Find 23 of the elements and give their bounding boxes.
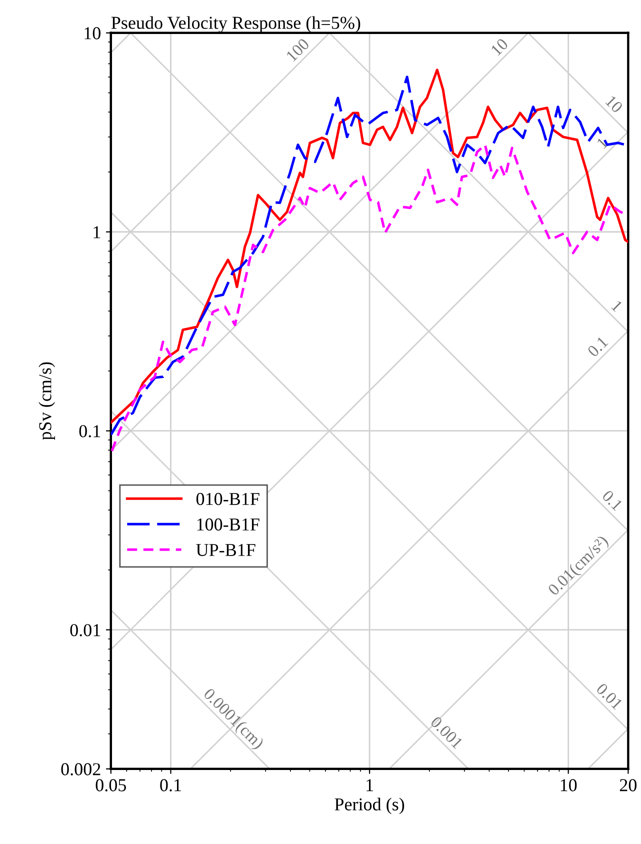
text: 10 <box>605 95 624 114</box>
text: 1 <box>611 300 624 312</box>
y-tick-label: 1 <box>94 226 100 238</box>
y-axis-title: pSv (cm/s) <box>38 362 55 440</box>
legend-label: UP-B1F <box>196 544 256 556</box>
legend-label: 010-B1F <box>196 492 260 506</box>
x-axis-title: Period (s) <box>334 798 404 814</box>
text: 0.1 <box>602 490 624 512</box>
legend-label: 100-B1F <box>197 518 260 531</box>
text: 0.1 <box>586 336 608 358</box>
x-tick-label: 20 <box>620 779 637 792</box>
x-tick-label: 0.05 <box>96 779 126 792</box>
y-tick-label: 0.01 <box>70 624 100 636</box>
chart-title: Pseudo Velocity Response (h=5%) <box>111 16 360 33</box>
x-tick-label: 0.1 <box>160 779 181 792</box>
text: 0.01 <box>596 682 624 710</box>
x-tick-label: 1 <box>366 779 373 792</box>
y-tick-label: 0.002 <box>61 763 100 776</box>
y-tick-label: 10 <box>84 27 100 40</box>
text: 10 <box>490 38 509 56</box>
y-tick-label: 0.1 <box>79 425 100 438</box>
text: 100 <box>286 38 310 62</box>
x-tick-label: 10 <box>560 779 577 792</box>
